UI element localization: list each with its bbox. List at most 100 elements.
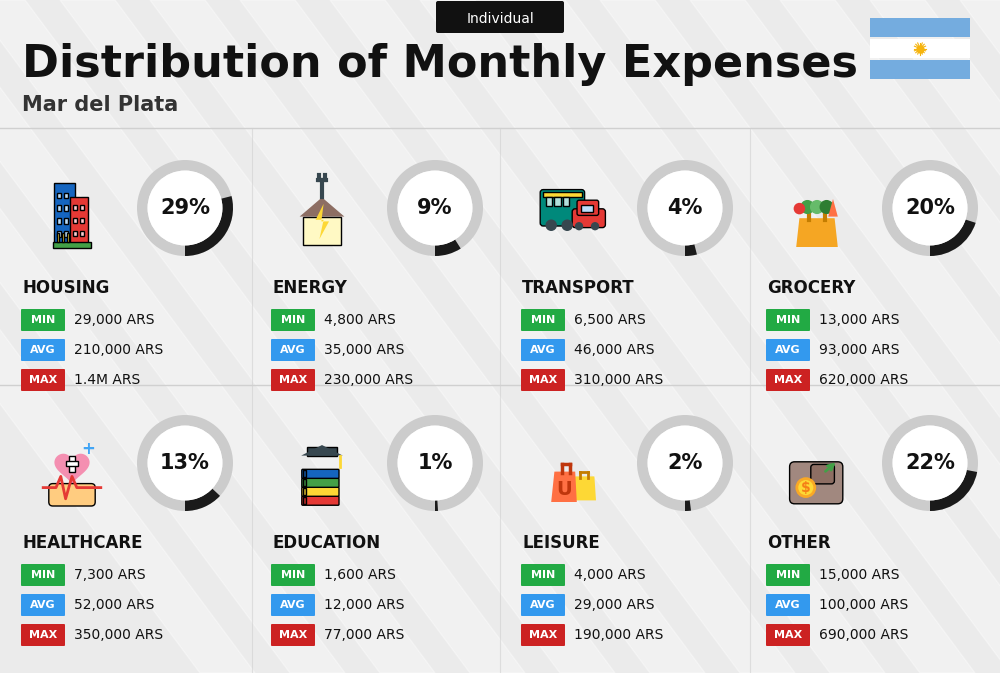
- Circle shape: [893, 170, 967, 246]
- FancyBboxPatch shape: [66, 461, 78, 466]
- Circle shape: [893, 425, 967, 501]
- Text: OTHER: OTHER: [767, 534, 831, 552]
- Text: LEISURE: LEISURE: [522, 534, 600, 552]
- Text: 15,000 ARS: 15,000 ARS: [819, 568, 900, 582]
- FancyBboxPatch shape: [271, 624, 315, 646]
- Wedge shape: [137, 160, 233, 256]
- Polygon shape: [870, 0, 1000, 673]
- Text: MAX: MAX: [29, 375, 57, 385]
- FancyBboxPatch shape: [64, 192, 68, 199]
- Wedge shape: [435, 500, 438, 511]
- Text: 9%: 9%: [417, 198, 453, 218]
- FancyBboxPatch shape: [73, 205, 77, 210]
- FancyBboxPatch shape: [766, 564, 810, 586]
- Text: 2%: 2%: [667, 453, 703, 473]
- Text: 4,000 ARS: 4,000 ARS: [574, 568, 646, 582]
- Wedge shape: [387, 160, 483, 256]
- Text: MAX: MAX: [29, 630, 57, 640]
- FancyBboxPatch shape: [766, 369, 810, 391]
- Text: MAX: MAX: [774, 630, 802, 640]
- Wedge shape: [637, 415, 733, 511]
- FancyBboxPatch shape: [271, 309, 315, 331]
- FancyBboxPatch shape: [21, 594, 65, 616]
- FancyBboxPatch shape: [271, 369, 315, 391]
- FancyBboxPatch shape: [271, 594, 315, 616]
- FancyBboxPatch shape: [563, 197, 569, 207]
- FancyBboxPatch shape: [57, 205, 61, 211]
- FancyBboxPatch shape: [62, 233, 64, 242]
- Text: 29,000 ARS: 29,000 ARS: [74, 313, 154, 327]
- Text: Mar del Plata: Mar del Plata: [22, 95, 178, 115]
- FancyBboxPatch shape: [80, 205, 84, 210]
- Polygon shape: [600, 0, 1000, 673]
- FancyBboxPatch shape: [53, 242, 91, 248]
- Circle shape: [561, 219, 573, 231]
- Text: AVG: AVG: [530, 600, 556, 610]
- Text: MIN: MIN: [31, 570, 55, 580]
- Polygon shape: [0, 0, 255, 673]
- Text: MAX: MAX: [529, 375, 557, 385]
- Circle shape: [575, 222, 583, 230]
- Text: 6,500 ARS: 6,500 ARS: [574, 313, 646, 327]
- Text: $: $: [801, 481, 811, 495]
- Text: AVG: AVG: [280, 345, 306, 355]
- Text: 13,000 ARS: 13,000 ARS: [819, 313, 900, 327]
- FancyBboxPatch shape: [790, 462, 843, 504]
- Text: 100,000 ARS: 100,000 ARS: [819, 598, 908, 612]
- Circle shape: [398, 425, 472, 501]
- Polygon shape: [54, 454, 90, 485]
- FancyBboxPatch shape: [302, 479, 339, 487]
- Text: 12,000 ARS: 12,000 ARS: [324, 598, 404, 612]
- Text: 7,300 ARS: 7,300 ARS: [74, 568, 146, 582]
- Text: 350,000 ARS: 350,000 ARS: [74, 628, 163, 642]
- Text: AVG: AVG: [30, 345, 56, 355]
- Polygon shape: [301, 445, 343, 456]
- FancyBboxPatch shape: [766, 624, 810, 646]
- Text: MAX: MAX: [279, 375, 307, 385]
- Text: 4,800 ARS: 4,800 ARS: [324, 313, 396, 327]
- Circle shape: [545, 219, 557, 231]
- Wedge shape: [930, 470, 977, 511]
- Text: 77,000 ARS: 77,000 ARS: [324, 628, 404, 642]
- Polygon shape: [60, 0, 615, 673]
- Polygon shape: [960, 0, 1000, 673]
- Wedge shape: [882, 160, 978, 256]
- Text: 230,000 ARS: 230,000 ARS: [324, 373, 413, 387]
- Polygon shape: [300, 197, 344, 217]
- FancyBboxPatch shape: [67, 233, 69, 242]
- Text: AVG: AVG: [530, 345, 556, 355]
- Text: U: U: [556, 480, 572, 499]
- Text: EDUCATION: EDUCATION: [272, 534, 380, 552]
- FancyBboxPatch shape: [766, 594, 810, 616]
- FancyBboxPatch shape: [870, 60, 970, 79]
- FancyBboxPatch shape: [870, 18, 970, 37]
- Text: 1,600 ARS: 1,600 ARS: [324, 568, 396, 582]
- Text: 52,000 ARS: 52,000 ARS: [74, 598, 154, 612]
- Wedge shape: [185, 489, 220, 511]
- Polygon shape: [316, 204, 329, 239]
- FancyBboxPatch shape: [307, 447, 337, 456]
- Polygon shape: [330, 0, 885, 673]
- FancyBboxPatch shape: [303, 488, 306, 495]
- Circle shape: [797, 479, 815, 497]
- Text: 1.4M ARS: 1.4M ARS: [74, 373, 140, 387]
- Text: MAX: MAX: [774, 375, 802, 385]
- FancyBboxPatch shape: [811, 464, 834, 484]
- Text: MIN: MIN: [31, 315, 55, 325]
- Text: Individual: Individual: [466, 12, 534, 26]
- FancyBboxPatch shape: [57, 218, 61, 224]
- Text: 35,000 ARS: 35,000 ARS: [324, 343, 404, 357]
- Circle shape: [591, 222, 599, 230]
- Text: 620,000 ARS: 620,000 ARS: [819, 373, 908, 387]
- FancyBboxPatch shape: [73, 231, 77, 236]
- Circle shape: [794, 203, 805, 215]
- FancyBboxPatch shape: [302, 496, 339, 505]
- Text: MIN: MIN: [531, 315, 555, 325]
- Text: HEALTHCARE: HEALTHCARE: [22, 534, 143, 552]
- FancyBboxPatch shape: [766, 309, 810, 331]
- FancyBboxPatch shape: [581, 205, 593, 212]
- FancyBboxPatch shape: [766, 339, 810, 361]
- FancyBboxPatch shape: [546, 197, 552, 207]
- FancyBboxPatch shape: [57, 231, 61, 237]
- FancyBboxPatch shape: [80, 231, 84, 236]
